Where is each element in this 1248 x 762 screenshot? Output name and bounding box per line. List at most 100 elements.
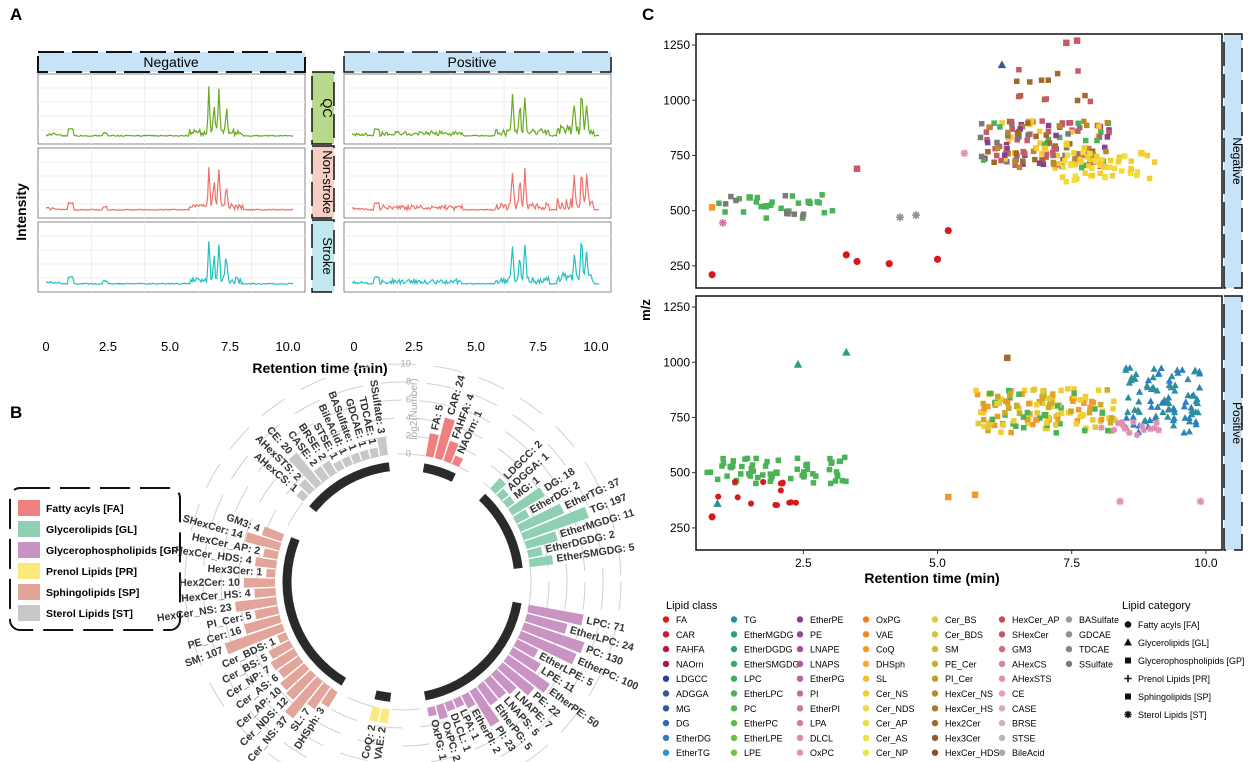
- scatter-point: [1087, 404, 1093, 410]
- scatter-point: [1125, 379, 1133, 386]
- scatter-point: [1147, 397, 1155, 405]
- scatter-point: [1051, 144, 1057, 151]
- scatter-point: [986, 420, 992, 427]
- c-legend-class-label: PC: [744, 704, 757, 714]
- c-legend-class-label: PI_Cer: [945, 674, 973, 684]
- circular-bar: [502, 496, 515, 508]
- b-legend-swatch: [18, 521, 40, 537]
- c-legend-class-dot: [730, 616, 738, 623]
- c-legend-class-label: TDCAE: [1079, 645, 1110, 655]
- circular-bar: [503, 655, 551, 693]
- scatter-point: [834, 472, 841, 478]
- c-legend-class-label: EtherLPC: [744, 689, 784, 699]
- circular-bar: [288, 452, 322, 489]
- scatter-point: [1054, 70, 1061, 77]
- scatter-point: [981, 405, 987, 412]
- scatter-point: [714, 476, 721, 483]
- scatter-point: [769, 473, 775, 479]
- scatter-point: [1196, 497, 1205, 506]
- scatter-point: [1168, 372, 1176, 380]
- c-legend-class-dot: [730, 675, 738, 682]
- scatter-point: [1159, 398, 1167, 406]
- circular-bar: [461, 692, 476, 709]
- c-legend-class-dot: [1065, 660, 1073, 668]
- scatter-point: [1079, 164, 1085, 171]
- c-legend-class-dot: [796, 705, 804, 712]
- b-axis-tick: 6: [406, 395, 411, 406]
- scatter-point: [1043, 132, 1050, 138]
- scatter-point: [1165, 381, 1173, 389]
- panel-c-xlabel: Retention time (min): [864, 570, 999, 586]
- c-legend-category-shape: [1124, 710, 1132, 719]
- scatter-point: [1024, 420, 1031, 426]
- scatter-point: [945, 493, 952, 501]
- scatter-point: [1071, 386, 1077, 392]
- scatter-point: [1149, 373, 1157, 381]
- scatter-point: [805, 198, 812, 206]
- scatter-point: [1097, 170, 1104, 176]
- scatter-point: [828, 460, 834, 467]
- scatter-point: [1086, 145, 1092, 152]
- c-legend-class-dot: [730, 660, 738, 668]
- scatter-point: [719, 463, 725, 469]
- c-legend-class-dot: [662, 675, 670, 682]
- c-legend-class-label: EtherPI: [810, 704, 840, 714]
- scatter-point: [1185, 414, 1193, 422]
- b-axis-tick: 2: [406, 431, 411, 442]
- circular-bar: [444, 700, 456, 712]
- c-legend-class-label: HexCer_HDS: [945, 748, 1000, 758]
- scatter-point: [1084, 122, 1090, 129]
- scatter-point: [1081, 118, 1087, 125]
- scatter-point: [732, 478, 739, 485]
- circular-bar: [435, 703, 448, 720]
- scatter-point: [1005, 132, 1011, 139]
- c-legend-class-dot: [796, 690, 804, 697]
- c-legend-category-label: Sphingolipids [SP]: [1138, 692, 1211, 702]
- scatter-point: [1012, 162, 1018, 168]
- c-legend-class-label: Hex2Cer: [945, 719, 981, 729]
- c-legend-class-label: AHexCS: [1012, 659, 1047, 669]
- c-legend-category-shape: [1125, 657, 1131, 664]
- scatter-point: [1116, 497, 1124, 506]
- c-legend-class-label: EtherMGDG: [744, 630, 794, 640]
- scatter-point: [1165, 393, 1173, 401]
- scatter-point: [1110, 405, 1116, 412]
- circular-bar: [350, 452, 362, 464]
- scatter-point: [977, 409, 984, 415]
- scatter-point: [1005, 129, 1011, 136]
- c-ytick-label: 1250: [663, 38, 690, 52]
- scatter-point: [977, 134, 984, 141]
- scatter-point: [1072, 161, 1079, 168]
- circular-bar: [369, 447, 379, 458]
- scatter-point: [1124, 393, 1132, 401]
- scatter-point: [1074, 151, 1080, 157]
- scatter-point: [1067, 119, 1074, 126]
- scatter-point: [975, 420, 981, 427]
- scatter-point: [1043, 96, 1050, 102]
- c-legend-class-dot: [662, 705, 670, 712]
- c-legend-class-dot: [1065, 631, 1073, 638]
- scatter-point: [1144, 376, 1153, 384]
- circular-bar: [453, 696, 465, 709]
- scatter-point: [1054, 152, 1060, 159]
- scatter-point: [1126, 364, 1134, 371]
- scatter-point: [1192, 420, 1200, 428]
- scatter-point: [1187, 403, 1195, 411]
- circular-bar: [451, 455, 464, 467]
- b-axis-tick: 0: [406, 449, 411, 460]
- scatter-point: [1154, 370, 1162, 377]
- scatter-point: [1107, 157, 1114, 164]
- scatter-point: [769, 199, 775, 205]
- c-legend-class-dot: [662, 645, 670, 653]
- scatter-point: [896, 213, 904, 222]
- c-legend-class-dot: [662, 616, 670, 623]
- c-legend-class-dot: [862, 705, 870, 712]
- c-xtick-label: 7.5: [1063, 556, 1080, 570]
- c-legend-class-dot: [998, 660, 1006, 668]
- panel-c-ylabel: m/z: [638, 299, 653, 321]
- c-legend-class-dot: [862, 749, 870, 756]
- scatter-point: [1180, 428, 1188, 436]
- scatter-point: [1073, 37, 1081, 44]
- scatter-point: [853, 165, 861, 172]
